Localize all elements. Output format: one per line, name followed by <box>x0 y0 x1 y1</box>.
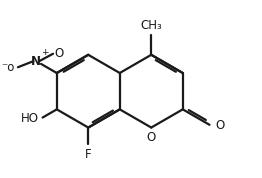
Text: +: + <box>41 48 48 57</box>
Text: ⁻o: ⁻o <box>1 61 14 74</box>
Text: N: N <box>31 55 41 68</box>
Text: CH₃: CH₃ <box>140 19 162 32</box>
Text: HO: HO <box>21 112 39 125</box>
Text: O: O <box>215 119 225 132</box>
Text: O: O <box>55 47 64 60</box>
Text: F: F <box>85 148 92 161</box>
Text: O: O <box>147 131 156 144</box>
